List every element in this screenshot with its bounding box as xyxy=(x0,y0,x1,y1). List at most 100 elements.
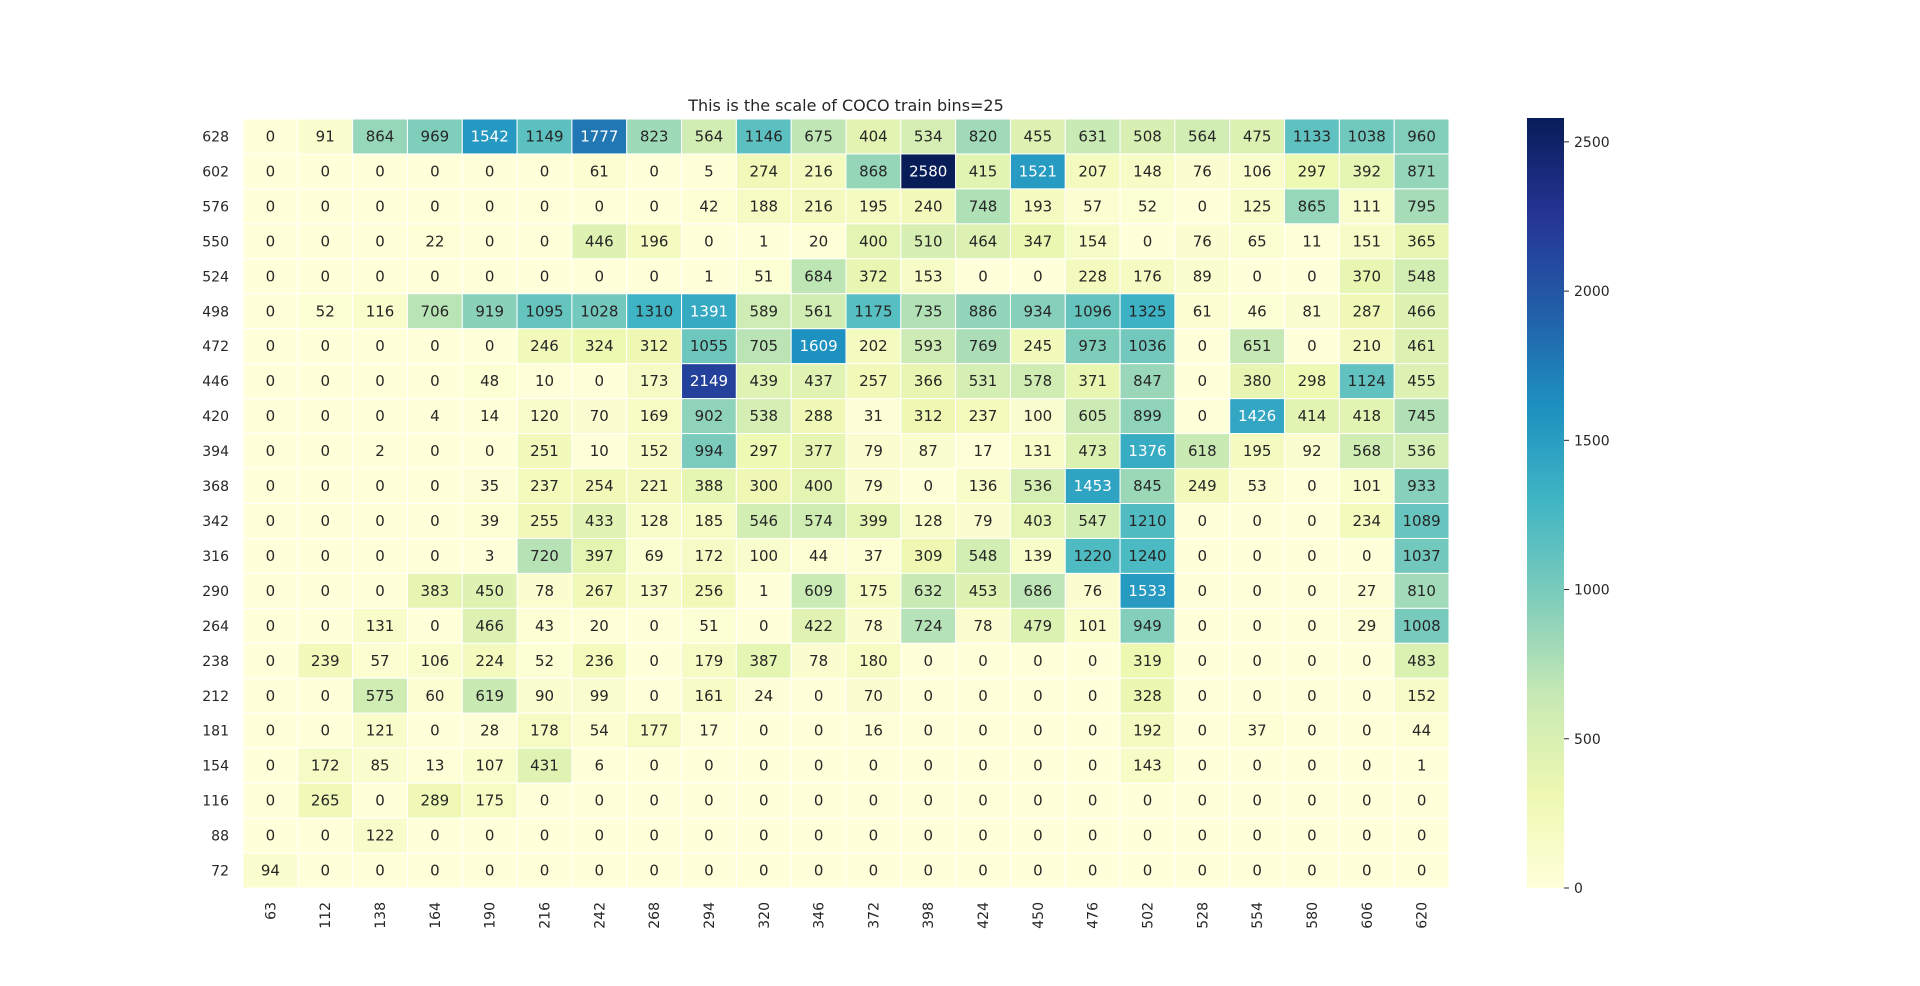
cell-value-label: 0 xyxy=(320,337,330,355)
cell-value-label: 864 xyxy=(366,127,395,145)
cell-value-label: 960 xyxy=(1407,127,1436,145)
cell-value-label: 510 xyxy=(914,232,943,250)
cell-value-label: 0 xyxy=(1307,652,1317,670)
heatmap-cell xyxy=(461,188,518,225)
cell-value-label: 61 xyxy=(590,162,609,180)
cell-value-label: 0 xyxy=(978,792,988,810)
cell-value-label: 249 xyxy=(1188,477,1217,495)
cell-value-label: 392 xyxy=(1352,162,1381,180)
cell-value-label: 0 xyxy=(704,757,714,775)
x-tick-label: 528 xyxy=(1195,902,1211,929)
cell-value-label: 0 xyxy=(704,232,714,250)
cell-value-label: 0 xyxy=(320,232,330,250)
cell-value-label: 868 xyxy=(859,162,888,180)
heatmap-cell xyxy=(571,607,628,644)
heatmap-cell xyxy=(735,258,792,295)
heatmap-cell xyxy=(790,328,847,365)
cell-value-label: 414 xyxy=(1298,407,1327,425)
cell-value-label: 185 xyxy=(695,512,724,530)
cell-value-label: 0 xyxy=(430,722,440,740)
cell-value-label: 795 xyxy=(1407,197,1436,215)
heatmap-cell xyxy=(790,782,847,819)
cell-value-label: 0 xyxy=(430,862,440,880)
heatmap-cell xyxy=(461,852,518,889)
cell-value-label: 176 xyxy=(1133,267,1162,285)
cell-value-label: 919 xyxy=(475,302,504,320)
heatmap-cell xyxy=(626,782,683,819)
cell-value-label: 207 xyxy=(1078,162,1107,180)
heatmap-cell xyxy=(1229,712,1286,749)
cell-value-label: 0 xyxy=(869,827,879,845)
heatmap-cell xyxy=(352,258,408,295)
cell-value-label: 0 xyxy=(978,687,988,705)
heatmap-cell xyxy=(1064,503,1121,539)
cell-value-label: 0 xyxy=(1198,757,1208,775)
cell-value-label: 0 xyxy=(266,267,276,285)
cell-value-label: 431 xyxy=(530,757,559,775)
heatmap-cell xyxy=(516,153,573,190)
colorbar-tick-label: 1000 xyxy=(1574,583,1610,599)
cell-value-label: 3 xyxy=(485,547,495,565)
cell-value-label: 13 xyxy=(425,757,444,775)
cell-value-label: 70 xyxy=(590,407,609,425)
heatmap-cell xyxy=(1284,712,1340,749)
cell-value-label: 195 xyxy=(859,197,888,215)
cell-value-label: 536 xyxy=(1024,477,1053,495)
cell-value-label: 0 xyxy=(1033,792,1043,810)
cell-value-label: 10 xyxy=(590,442,609,460)
y-tick-label: 264 xyxy=(202,619,229,635)
cell-value-label: 1609 xyxy=(799,337,837,355)
cell-value-label: 0 xyxy=(320,862,330,880)
heatmap-cell xyxy=(900,817,957,854)
cell-value-label: 1028 xyxy=(580,302,618,320)
cell-value-label: 0 xyxy=(485,232,495,250)
heatmap-cell xyxy=(1119,153,1176,190)
x-tick-label: 580 xyxy=(1305,902,1321,929)
heatmap-cell xyxy=(352,817,408,854)
heatmap-cell xyxy=(461,537,518,574)
cell-value-label: 300 xyxy=(749,477,778,495)
cell-value-label: 57 xyxy=(1083,197,1102,215)
heatmap-cell xyxy=(1064,468,1121,504)
cell-value-label: 0 xyxy=(1198,792,1208,810)
heatmap-cell xyxy=(352,852,408,889)
heatmap-cell xyxy=(352,677,408,714)
cell-value-label: 0 xyxy=(266,687,276,705)
cell-value-label: 5 xyxy=(704,162,714,180)
cell-value-label: 92 xyxy=(1302,442,1321,460)
cell-value-label: 371 xyxy=(1078,372,1107,390)
cell-value-label: 0 xyxy=(1252,547,1262,565)
heatmap-cell xyxy=(845,223,902,260)
heatmap-cell xyxy=(1009,188,1066,225)
cell-value-label: 100 xyxy=(1024,407,1053,425)
cell-value-label: 536 xyxy=(1407,442,1436,460)
heatmap-cell xyxy=(1338,537,1395,574)
cell-value-label: 0 xyxy=(430,162,440,180)
heatmap-cell xyxy=(735,468,792,504)
cell-value-label: 0 xyxy=(1252,267,1262,285)
cell-value-label: 1376 xyxy=(1128,442,1166,460)
heatmap-cell xyxy=(845,398,902,435)
cell-value-label: 106 xyxy=(421,652,450,670)
colorbar-gradient xyxy=(1527,118,1564,888)
cell-value-label: 0 xyxy=(320,372,330,390)
cell-value-label: 288 xyxy=(804,407,833,425)
cell-value-label: 128 xyxy=(640,512,669,530)
cell-value-label: 0 xyxy=(1307,757,1317,775)
heatmap-cell xyxy=(1174,537,1231,574)
cell-value-label: 0 xyxy=(814,792,824,810)
heatmap-cell xyxy=(242,363,299,400)
cell-value-label: 0 xyxy=(1417,862,1427,880)
cell-value-label: 0 xyxy=(923,652,933,670)
cell-value-label: 0 xyxy=(375,232,385,250)
cell-value-label: 122 xyxy=(366,827,395,845)
cell-value-label: 847 xyxy=(1133,372,1162,390)
cell-value-label: 173 xyxy=(640,372,669,390)
heatmap-cell xyxy=(461,677,518,714)
cell-value-label: 228 xyxy=(1078,267,1107,285)
heatmap-cell xyxy=(955,433,1011,470)
cell-value-label: 0 xyxy=(1362,827,1372,845)
cell-value-label: 17 xyxy=(699,722,718,740)
cell-value-label: 251 xyxy=(530,442,559,460)
cell-value-label: 1175 xyxy=(854,302,892,320)
